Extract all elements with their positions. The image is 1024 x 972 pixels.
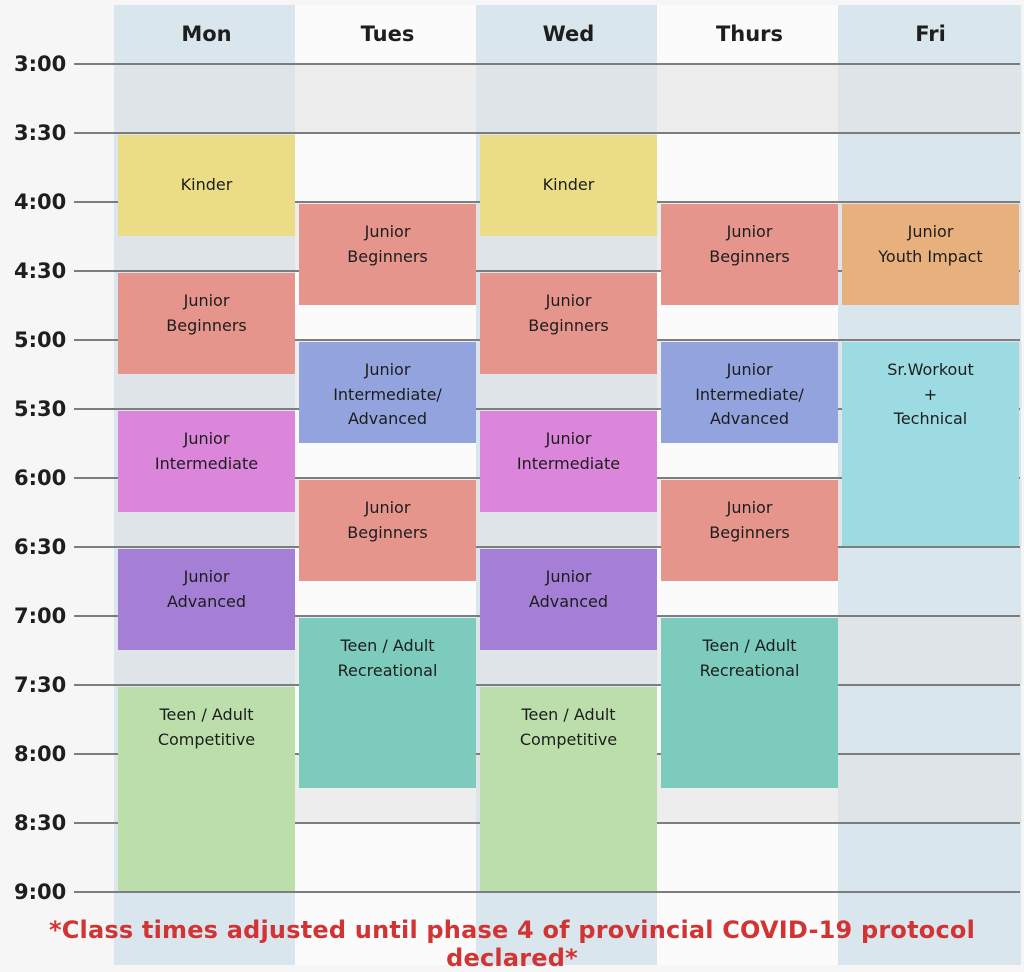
time-label: 7:30 bbox=[14, 673, 67, 697]
class-block-mon: Junior Advanced bbox=[118, 549, 295, 650]
class-block-wed: Kinder bbox=[480, 135, 657, 236]
day-header-tues: Tues bbox=[360, 22, 415, 46]
class-block-wed: Teen / Adult Competitive bbox=[480, 687, 657, 891]
time-label: 8:30 bbox=[14, 811, 67, 835]
gridline bbox=[74, 132, 1020, 134]
time-label: 7:00 bbox=[14, 604, 67, 628]
class-block-tues: Junior Beginners bbox=[299, 204, 476, 305]
class-block-thurs: Junior Beginners bbox=[661, 204, 838, 305]
gridline bbox=[74, 63, 1020, 65]
gridline bbox=[74, 546, 1020, 548]
class-block-mon: Junior Intermediate bbox=[118, 411, 295, 512]
time-label: 4:30 bbox=[14, 259, 67, 283]
time-label: 5:30 bbox=[14, 397, 67, 421]
gridline bbox=[74, 408, 1020, 410]
time-label: 3:30 bbox=[14, 121, 67, 145]
time-label: 6:30 bbox=[14, 535, 67, 559]
time-band bbox=[116, 65, 1022, 133]
class-block-mon: Kinder bbox=[118, 135, 295, 236]
time-label: 9:00 bbox=[14, 880, 67, 904]
class-block-tues: Junior Intermediate/ Advanced bbox=[299, 342, 476, 443]
class-block-fri: Sr.Workout + Technical bbox=[842, 342, 1019, 546]
time-label: 4:00 bbox=[14, 190, 67, 214]
time-label: 3:00 bbox=[14, 52, 67, 76]
class-block-wed: Junior Beginners bbox=[480, 273, 657, 374]
class-block-thurs: Junior Intermediate/ Advanced bbox=[661, 342, 838, 443]
class-block-thurs: Teen / Adult Recreational bbox=[661, 618, 838, 788]
time-label: 8:00 bbox=[14, 742, 67, 766]
gridline bbox=[74, 270, 1020, 272]
class-block-mon: Junior Beginners bbox=[118, 273, 295, 374]
day-header-thurs: Thurs bbox=[715, 22, 784, 46]
class-block-wed: Junior Advanced bbox=[480, 549, 657, 650]
class-block-mon: Teen / Adult Competitive bbox=[118, 687, 295, 891]
class-block-thurs: Junior Beginners bbox=[661, 480, 838, 581]
class-block-tues: Teen / Adult Recreational bbox=[299, 618, 476, 788]
time-label: 6:00 bbox=[14, 466, 67, 490]
gridline bbox=[74, 891, 1020, 893]
day-header-mon: Mon bbox=[181, 22, 232, 46]
gridline bbox=[74, 684, 1020, 686]
class-block-fri: Junior Youth Impact bbox=[842, 204, 1019, 305]
day-header-wed: Wed bbox=[542, 22, 595, 46]
covid-footnote: *Class times adjusted until phase 4 of p… bbox=[48, 916, 976, 972]
day-header-fri: Fri bbox=[915, 22, 946, 46]
class-block-wed: Junior Intermediate bbox=[480, 411, 657, 512]
time-label: 5:00 bbox=[14, 328, 67, 352]
class-block-tues: Junior Beginners bbox=[299, 480, 476, 581]
